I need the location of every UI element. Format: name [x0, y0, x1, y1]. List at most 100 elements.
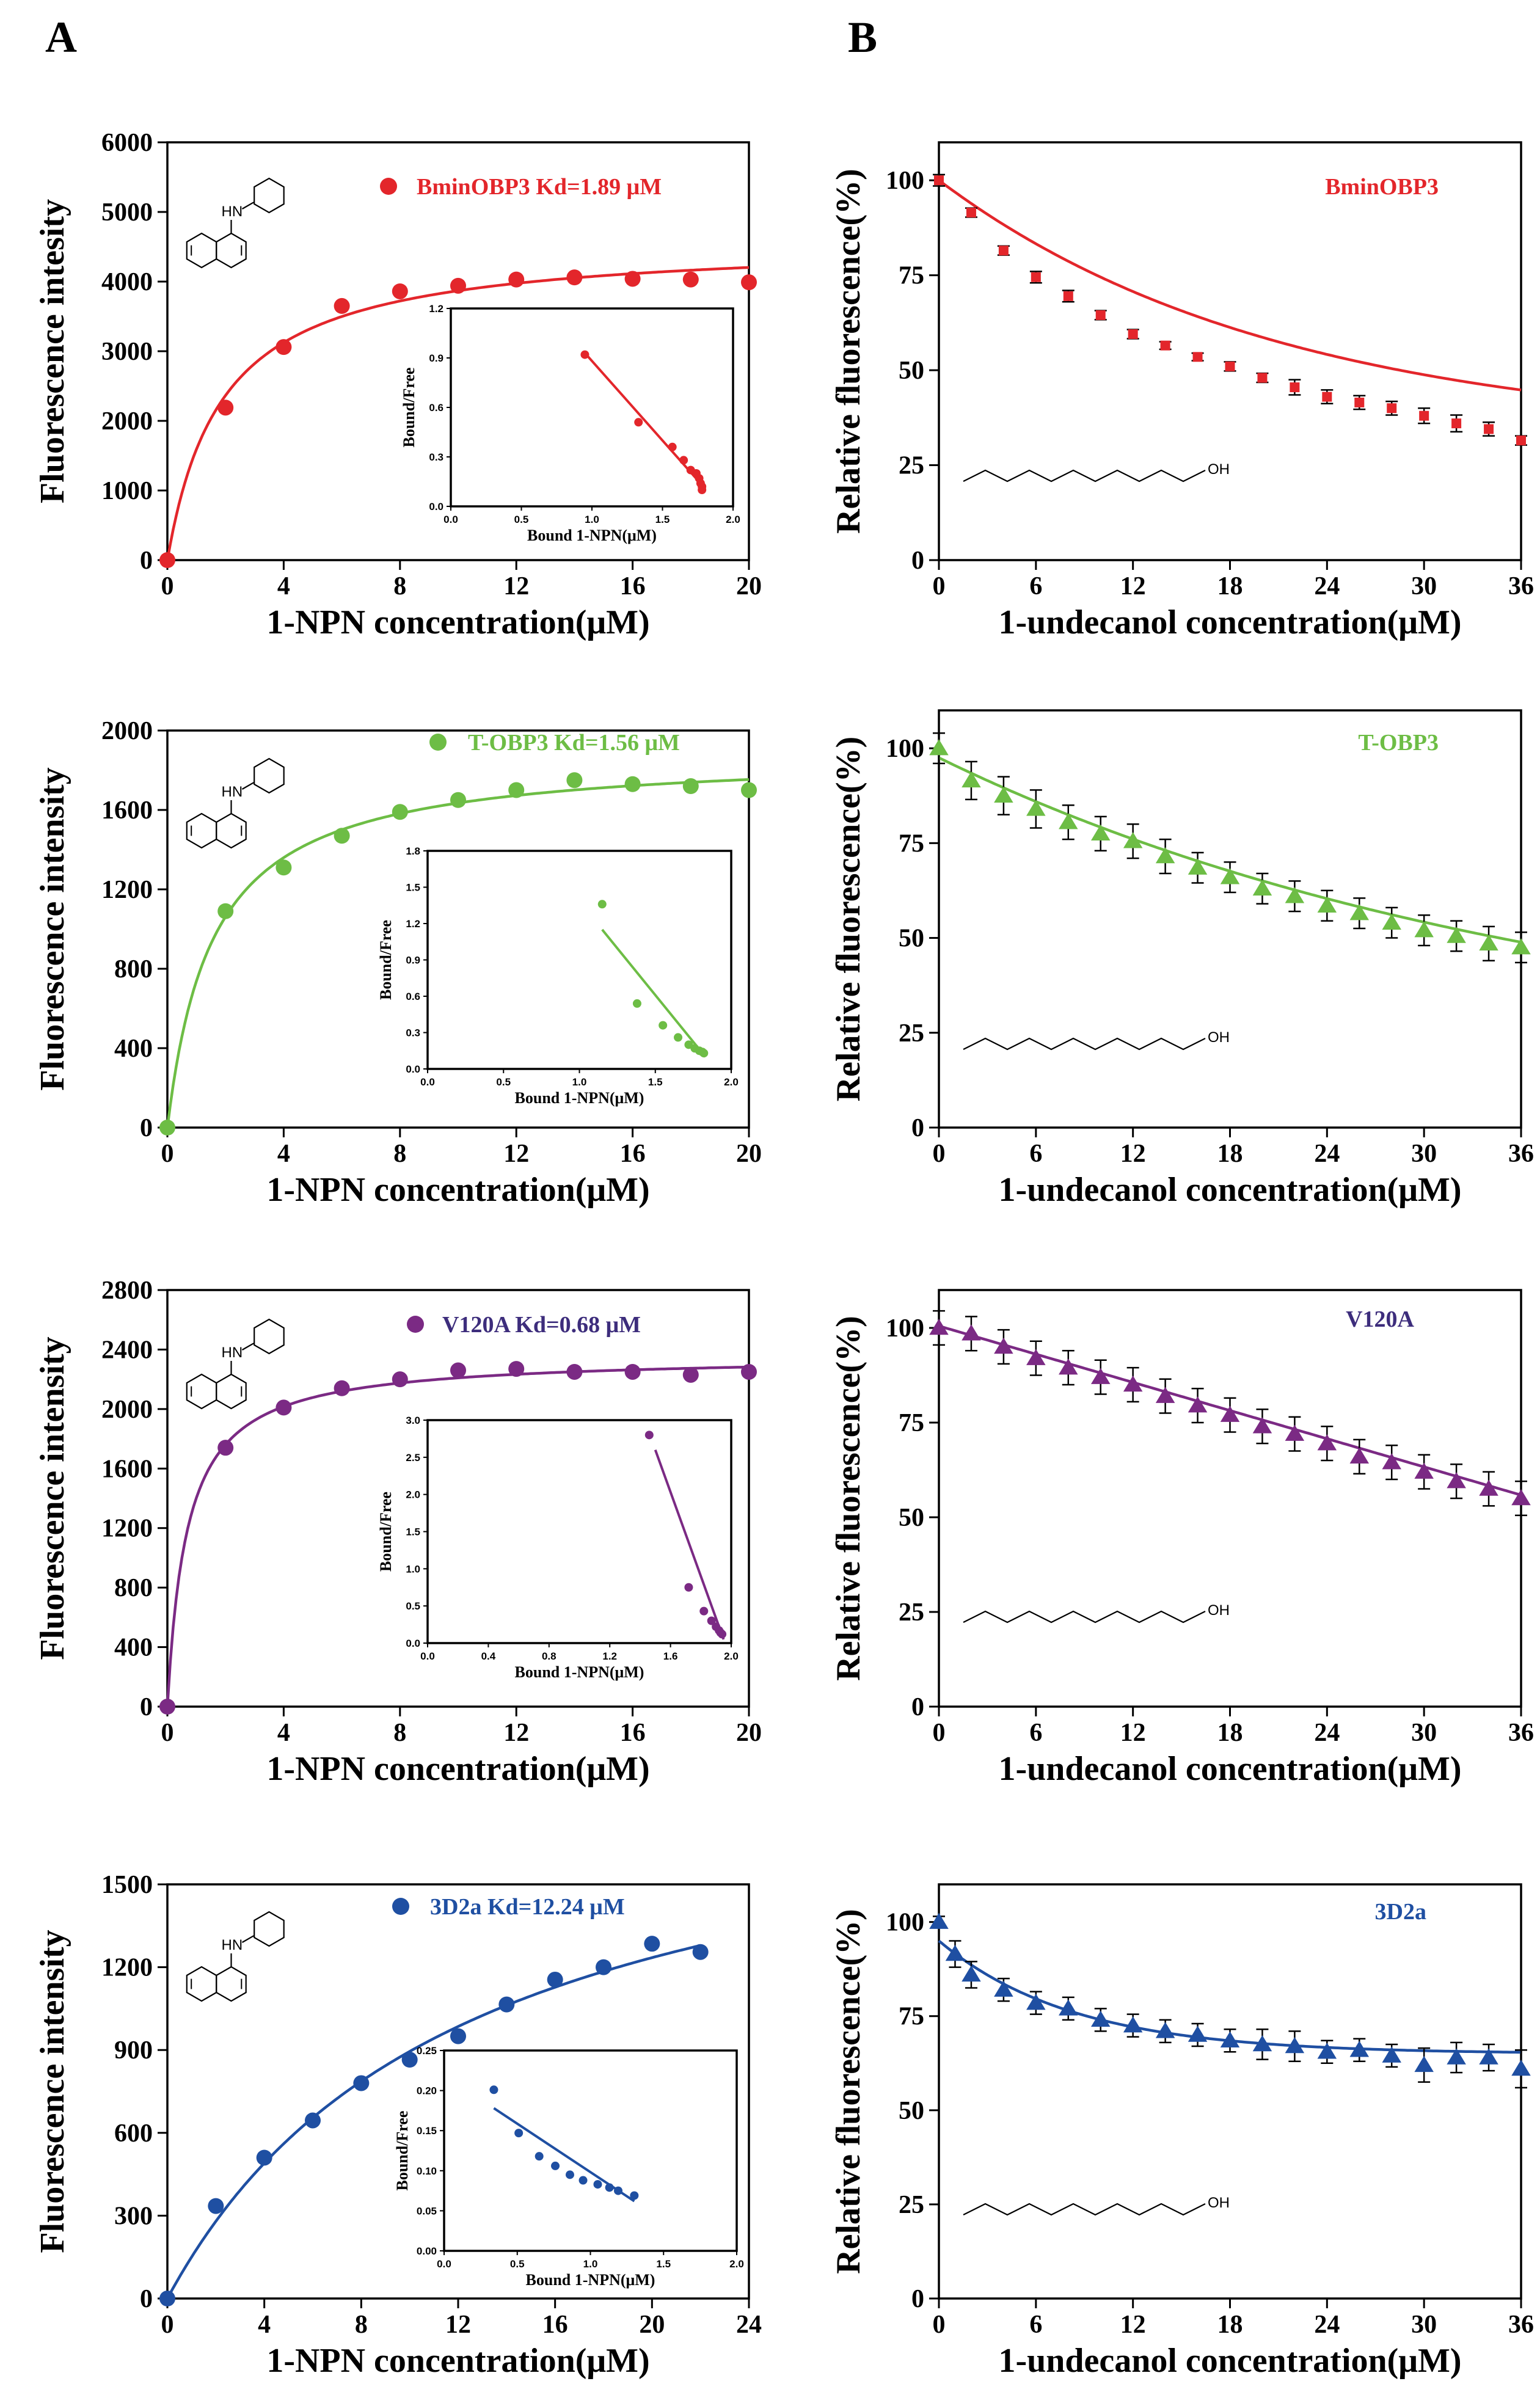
y-tick-label: 3.0 [406, 1415, 420, 1426]
y-tick-label: 1.8 [406, 845, 420, 857]
data-point [994, 1338, 1013, 1354]
y-tick-label: 75 [899, 1409, 924, 1437]
data-point [1225, 361, 1235, 371]
y-tick-label: 400 [114, 1634, 153, 1662]
y-tick-label: 1200 [101, 1515, 153, 1543]
y-tick-label: 0.3 [406, 1027, 420, 1039]
data-point [1026, 1994, 1046, 2010]
data-point [1252, 1417, 1272, 1434]
naphthalene-ring [216, 1966, 247, 2002]
data-point [1382, 913, 1401, 930]
x-tick-label: 36 [1508, 1719, 1534, 1747]
legend-marker [429, 734, 447, 751]
inset-data-point [659, 1021, 668, 1030]
inset-y-axis-label: Bound/Free [393, 2111, 411, 2191]
y-tick-label: 0.0 [429, 501, 443, 512]
y-tick-label: 0.6 [406, 991, 420, 1002]
y-tick-label: 0 [140, 1693, 153, 1721]
data-point [276, 859, 292, 876]
x-tick-label: 24 [1314, 1719, 1340, 1747]
undecanol-chain [963, 1037, 1206, 1051]
inset-data-point [605, 2183, 614, 2192]
npn-nh-label: HN [221, 1344, 243, 1361]
x-axis-label: 1-undecanol concentration(μM) [998, 1750, 1461, 1788]
undecanol-oh-label: OH [1208, 2195, 1230, 2211]
data-point [566, 772, 583, 789]
data-point [392, 804, 408, 820]
data-point [1479, 1479, 1498, 1496]
data-point [1451, 418, 1462, 429]
fit-curve [938, 179, 1522, 392]
inset-chart: 0.0 0.4 0.8 1.2 1.6 2.0 0.0 0.5 1.0 1.5 2.0 2.5 3.0 B… [377, 1415, 739, 1681]
y-tick-label: 1.0 [406, 1563, 420, 1575]
inset-data-point [630, 2191, 639, 2200]
undecanol-chain [963, 2203, 1206, 2216]
y-axis-label: Relative fluorescence(%) [830, 737, 867, 1102]
x-tick-label: 12 [1120, 1719, 1146, 1747]
x-tick-label: 20 [639, 2311, 665, 2339]
x-tick-label: 6 [1029, 1719, 1042, 1747]
x-tick-label: 24 [736, 2311, 762, 2339]
y-axis-label: Relative fluorescence(%) [830, 1316, 867, 1681]
y-tick-label: 50 [899, 1504, 924, 1532]
data-point [1155, 2022, 1175, 2038]
x-tick-label: 4 [277, 1140, 290, 1168]
y-tick-label: 900 [114, 2036, 153, 2065]
x-tick-label: 0.5 [514, 514, 529, 525]
data-point [1155, 847, 1175, 864]
data-point [596, 1959, 611, 1975]
data-point [741, 274, 757, 291]
inset-data-point [674, 1033, 683, 1042]
y-tick-label: 25 [899, 452, 924, 480]
y-tick-label: 400 [114, 1035, 153, 1063]
x-tick-label: 6 [1029, 1140, 1042, 1168]
x-tick-label: 12 [503, 1140, 529, 1168]
y-tick-label: 3000 [101, 338, 153, 366]
x-tick-label: 6 [1029, 572, 1042, 600]
data-point [1128, 329, 1138, 340]
x-tick-label: 8 [355, 2311, 368, 2339]
data-point [1188, 858, 1208, 875]
data-point [1220, 2031, 1240, 2048]
data-point [1414, 2055, 1434, 2072]
data-point [353, 2075, 370, 2091]
inset-regression-line [583, 352, 706, 489]
data-point [217, 903, 234, 919]
y-tick-label: 0 [140, 2285, 153, 2313]
data-point [1026, 1349, 1046, 1365]
x-tick-label: 1.0 [585, 514, 599, 525]
data-point [1188, 2025, 1208, 2042]
x-tick-label: 1.2 [602, 1650, 617, 1662]
x-tick-label: 1.5 [656, 2258, 671, 2270]
y-tick-label: 1.5 [406, 1526, 420, 1538]
x-tick-label: 0.0 [420, 1076, 435, 1088]
x-tick-label: 1.5 [655, 514, 670, 525]
x-tick-label: 30 [1411, 1140, 1437, 1168]
data-point [1285, 1424, 1305, 1441]
data-point [1349, 1447, 1370, 1464]
data-point [1257, 373, 1268, 383]
y-tick-label: 75 [899, 829, 924, 858]
data-point [1447, 1472, 1466, 1489]
y-tick-label: 1600 [101, 797, 153, 825]
x-tick-label: 8 [393, 572, 406, 600]
data-point [966, 208, 976, 218]
inset-data-point [679, 456, 688, 465]
axes-frame [166, 1289, 750, 1708]
x-tick-label: 4 [277, 1719, 290, 1747]
y-tick-label: 4000 [101, 268, 153, 296]
data-point [217, 399, 234, 416]
x-tick-label: 1.0 [572, 1076, 587, 1088]
data-point [1090, 2010, 1111, 2027]
y-tick-label: 0.0 [406, 1063, 420, 1075]
inset-x-axis-label: Bound 1-NPN(μM) [515, 1663, 644, 1681]
data-point [682, 778, 699, 794]
y-tick-label: 1.5 [406, 882, 420, 894]
inset-data-point [551, 2161, 560, 2170]
data-point [508, 271, 525, 288]
axes-frame [938, 141, 1522, 561]
data-point [945, 1945, 965, 1961]
bond [241, 1935, 254, 1943]
y-tick-label: 100 [886, 735, 924, 763]
x-tick-label: 12 [503, 572, 529, 600]
